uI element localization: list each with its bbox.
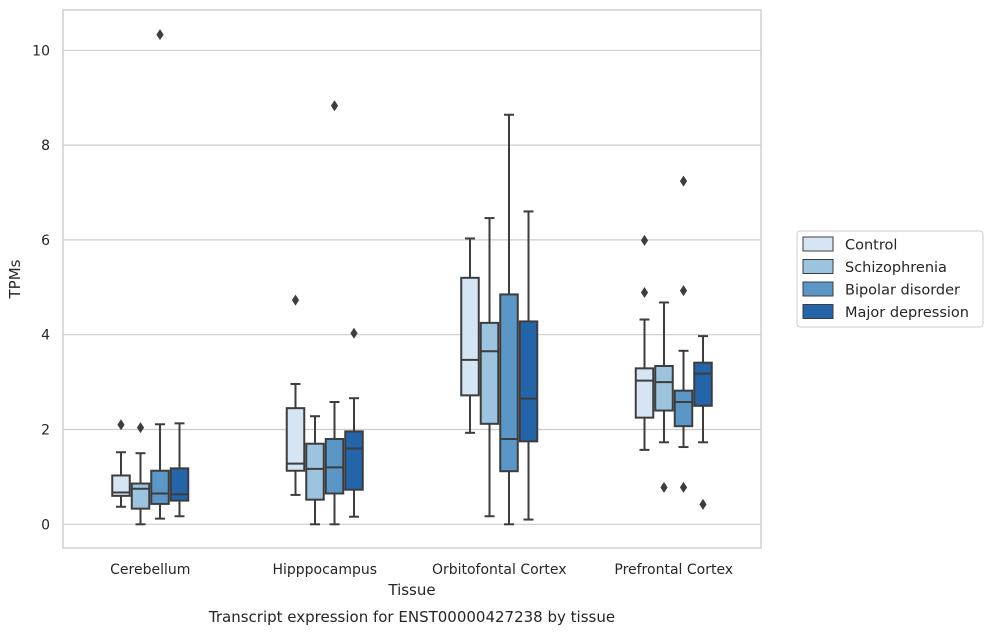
- outlier-point-1: [679, 285, 688, 297]
- outlier-point-2: [679, 175, 688, 187]
- box-iqr: [285, 407, 306, 472]
- outlier-point-0: [156, 29, 164, 41]
- legend-swatch-3: [802, 304, 834, 319]
- plot-boxes: [111, 29, 713, 526]
- box-1-2: [479, 217, 500, 518]
- box-iqr: [111, 474, 131, 497]
- box-0-1: [285, 294, 306, 496]
- box-0-0: [111, 419, 131, 508]
- box-3-2: [518, 210, 539, 521]
- box-1-3: [654, 301, 674, 493]
- box-2-2: [499, 113, 519, 526]
- box-iqr: [460, 276, 480, 397]
- legend-label-3: Major depression: [845, 305, 969, 321]
- y-tick-label-4: 4: [41, 328, 50, 344]
- box-3-3: [693, 335, 713, 510]
- legend-label-1: Schizophrenia: [845, 260, 947, 276]
- box-2-0: [150, 29, 170, 520]
- box-3-1: [344, 327, 364, 518]
- outlier-point-0: [291, 294, 300, 306]
- box-iqr: [344, 430, 364, 491]
- outlier-point-0: [117, 419, 125, 431]
- y-axis-label: TPMs: [6, 259, 24, 299]
- outlier-point-0: [350, 327, 358, 339]
- box-iqr: [305, 442, 325, 501]
- outlier-point-0: [640, 287, 649, 299]
- plot-frame: [62, 9, 762, 549]
- box-2-1: [324, 100, 345, 526]
- box-iqr: [169, 467, 190, 502]
- legend-label-0: Control: [845, 238, 897, 254]
- y-tick-label-8: 8: [41, 138, 50, 154]
- y-axis-ticks: 0 2 4 6 8 10: [32, 43, 50, 533]
- legend-swatch-2: [802, 281, 834, 297]
- outlier-point-0: [330, 100, 339, 112]
- y-tick-label-0: 0: [41, 517, 50, 533]
- legend-frame: [796, 230, 984, 328]
- outlier-point-0: [699, 498, 707, 510]
- legend-swatch-0: [802, 236, 834, 252]
- x-tick-label-2: Orbitofontal Cortex: [432, 562, 567, 578]
- box-iqr: [673, 389, 694, 428]
- box-0-3: [634, 234, 655, 451]
- box-1-0: [130, 422, 151, 526]
- box-0-2: [460, 237, 480, 434]
- legend: Control Schizophrenia Bipolar disorder Majo…: [796, 230, 984, 328]
- y-tick-label-2: 2: [41, 422, 50, 438]
- outlier-point-0: [136, 422, 145, 434]
- outlier-point-0: [679, 481, 688, 493]
- outlier-point-1: [640, 234, 649, 246]
- y-tick-label-10: 10: [32, 43, 50, 59]
- box-iqr: [130, 482, 151, 510]
- box-3-0: [169, 422, 190, 518]
- box-iqr: [654, 364, 674, 412]
- x-axis-label: Tissue: [387, 581, 435, 599]
- box-iqr: [499, 293, 519, 473]
- chart-title: Transcript expression for ENST0000042723…: [208, 608, 615, 626]
- outlier-point-0: [660, 481, 668, 493]
- box-iqr: [518, 320, 539, 443]
- y-tick-label-6: 6: [41, 233, 50, 249]
- box-2-3: [673, 175, 694, 493]
- box-1-1: [305, 415, 325, 526]
- box-iqr: [150, 469, 170, 505]
- box-iqr: [634, 367, 655, 419]
- x-tick-label-0: Cerebellum: [110, 562, 190, 578]
- box-iqr: [693, 361, 713, 407]
- x-axis-ticks: Cerebellum Hipppocampus Orbitofontal Corte…: [110, 562, 733, 578]
- legend-label-2: Bipolar disorder: [845, 283, 960, 299]
- legend-swatch-1: [802, 259, 834, 274]
- x-tick-label-1: Hipppocampus: [272, 562, 377, 578]
- box-iqr: [479, 321, 500, 425]
- x-tick-label-3: Prefrontal Cortex: [614, 562, 733, 578]
- y-grid: [63, 49, 761, 525]
- box-iqr: [324, 437, 345, 495]
